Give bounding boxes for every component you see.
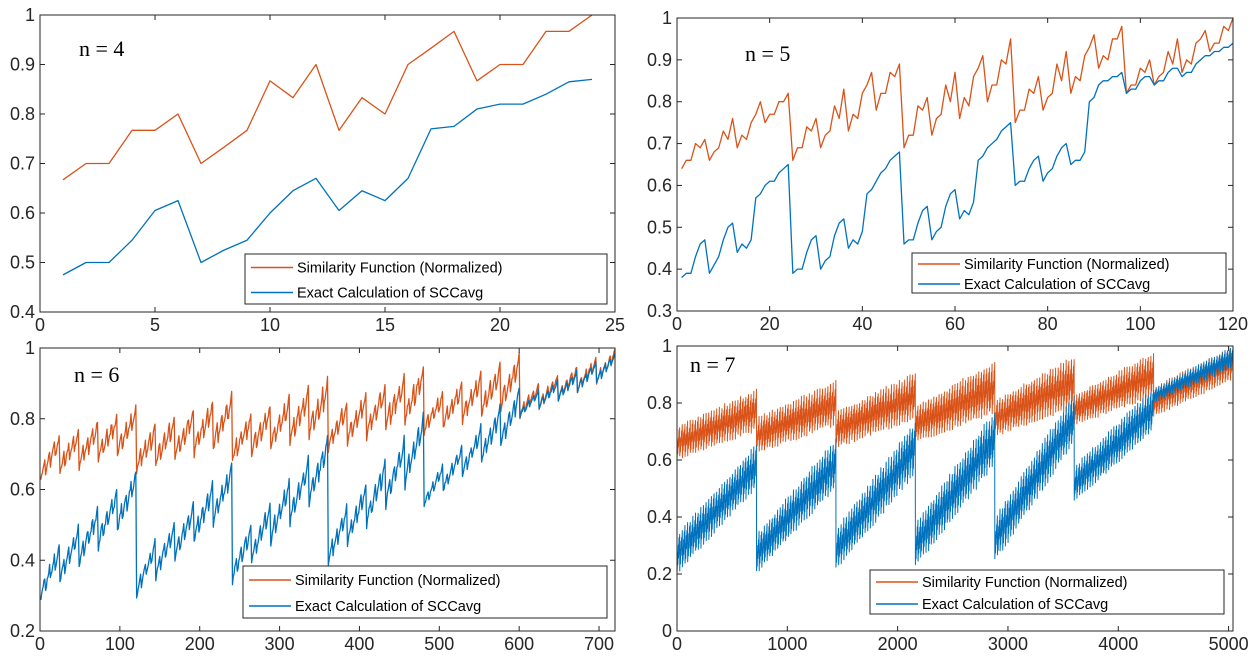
x-tick-label: 200: [185, 634, 215, 654]
chart-panel-n5: 0 20 40 60 80 100 120 0.3 0.4 0.5 0.6 0.7 0.8 0.9 1 n =…: [647, 8, 1248, 334]
x-tick-label: 40: [852, 314, 872, 334]
series-line-scc-avg: [676, 346, 1234, 572]
x-tick-label: 5000: [1209, 634, 1249, 654]
legend-label-similarity: Similarity Function (Normalized): [964, 257, 1169, 273]
panel-annotation: n = 6: [74, 362, 119, 387]
legend-box: [869, 569, 1225, 615]
x-tick-label: 0: [672, 634, 682, 654]
legend-label-similarity: Similarity Function (Normalized): [297, 261, 502, 277]
chart-panel-n6: 0 100 200 300 400 500 600 700 0.2 0.4 0.6 0.8 1 n = 6…: [10, 338, 616, 654]
x-tick-label: 100: [1125, 314, 1155, 334]
x-tick-label: 5: [150, 315, 160, 335]
y-tick-label: 1: [25, 5, 35, 25]
x-tick-label: 120: [1218, 314, 1248, 334]
y-tick-label: 1: [662, 336, 672, 356]
legend-box: [911, 252, 1227, 294]
series-line-similarity: [676, 348, 1234, 459]
y-tick-label: 0.6: [10, 203, 35, 223]
y-tick-label: 0.4: [10, 550, 35, 570]
y-tick-label: 0.4: [10, 302, 35, 322]
x-tick-label: 0: [35, 634, 45, 654]
y-tick-label: 0.8: [10, 104, 35, 124]
x-tick-label: 80: [1038, 314, 1058, 334]
y-tick-label: 1: [25, 338, 35, 358]
legend-box: [244, 253, 608, 305]
x-tick-label: 3000: [988, 634, 1028, 654]
x-tick-label: 400: [344, 634, 374, 654]
y-tick-label: 0.4: [647, 259, 672, 279]
y-tick-label: 0.6: [10, 480, 35, 500]
x-tick-label: 20: [490, 315, 510, 335]
y-tick-label: 1: [662, 8, 672, 28]
series-line-similarity: [40, 348, 616, 480]
y-tick-label: 0.6: [647, 175, 672, 195]
y-tick-label: 0.2: [10, 621, 35, 641]
legend-label-similarity: Similarity Function (Normalized): [295, 573, 500, 589]
axes-box: [676, 345, 1234, 632]
y-tick-label: 0.6: [647, 450, 672, 470]
series-line-scc-avg: [40, 353, 616, 601]
y-tick-label: 0.3: [647, 301, 672, 321]
y-tick-label: 0.8: [10, 409, 35, 429]
legend-label-scc-avg: Exact Calculation of SCCavg: [297, 286, 483, 302]
x-tick-label: 0: [672, 314, 682, 334]
series-line-scc-avg: [62, 78, 593, 276]
y-tick-label: 0.5: [10, 253, 35, 273]
y-tick-label: 0.7: [647, 134, 672, 154]
legend-box: [242, 565, 608, 619]
y-tick-label: 0.8: [647, 393, 672, 413]
series-line-scc-avg: [681, 42, 1234, 278]
x-tick-label: 20: [760, 314, 780, 334]
y-tick-label: 0.4: [647, 507, 672, 527]
x-tick-label: 100: [105, 634, 135, 654]
x-tick-label: 15: [375, 315, 395, 335]
x-tick-label: 25: [605, 315, 625, 335]
legend-label-scc-avg: Exact Calculation of SCCavg: [922, 597, 1108, 613]
x-tick-label: 500: [424, 634, 454, 654]
x-tick-label: 60: [945, 314, 965, 334]
x-tick-label: 4000: [1098, 634, 1138, 654]
panel-annotation: n = 7: [690, 352, 735, 377]
series-line-similarity: [62, 14, 593, 181]
panel-annotation: n = 4: [79, 36, 124, 61]
x-tick-label: 300: [265, 634, 295, 654]
x-tick-label: 0: [35, 315, 45, 335]
x-tick-label: 1000: [767, 634, 807, 654]
y-tick-label: 0.5: [647, 217, 672, 237]
x-tick-label: 700: [584, 634, 614, 654]
y-tick-label: 0.9: [10, 55, 35, 75]
legend-label-scc-avg: Exact Calculation of SCCavg: [295, 599, 481, 615]
x-tick-label: 2000: [878, 634, 918, 654]
y-tick-label: 0.7: [10, 154, 35, 174]
y-tick-label: 0.2: [647, 564, 672, 584]
chart-panel-n7: 0 1000 2000 3000 4000 5000 0 0.2 0.4 0.6 0.8 1 n = 7…: [647, 336, 1249, 654]
x-tick-label: 10: [260, 315, 280, 335]
legend-label-similarity: Similarity Function (Normalized): [922, 575, 1127, 591]
chart-panel-n4: 0 5 10 15 20 25 0.4 0.5 0.6 0.7 0.8 0.9 1 n = 4 Simila…: [10, 5, 625, 335]
panel-annotation: n = 5: [745, 41, 790, 66]
y-tick-label: 0: [662, 621, 672, 641]
series-line-similarity: [681, 17, 1234, 170]
y-tick-label: 0.8: [647, 92, 672, 112]
legend-label-scc-avg: Exact Calculation of SCCavg: [964, 277, 1150, 293]
y-tick-label: 0.9: [647, 50, 672, 70]
x-tick-label: 600: [504, 634, 534, 654]
